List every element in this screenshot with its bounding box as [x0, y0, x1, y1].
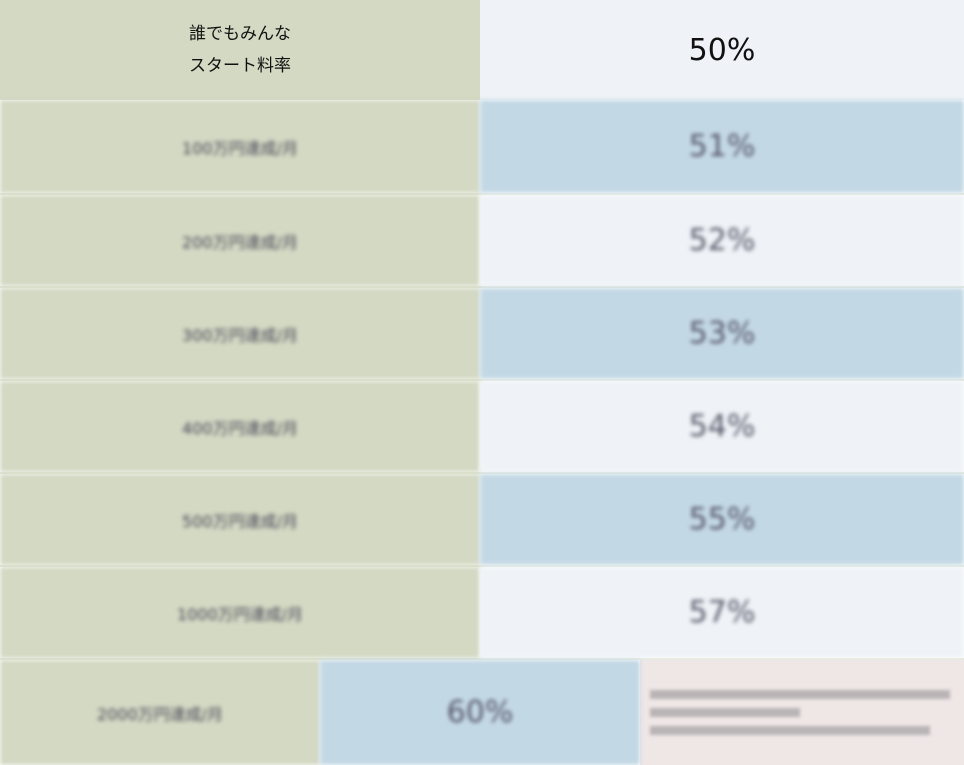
tier-row: 200万円達成/月 52% — [0, 193, 964, 286]
last-row: 2000万円達成/月 60% — [0, 658, 964, 765]
tier-value: 54% — [480, 381, 964, 472]
tier-value: 52% — [480, 195, 964, 286]
tier-label: 300万円達成/月 — [0, 288, 480, 379]
start-rate-label: 誰でもみんな スタート料率 — [0, 0, 480, 100]
tier-row: 1000万円達成/月 57% — [0, 565, 964, 658]
tier-label: 2000万円達成/月 — [0, 660, 320, 765]
tier-row: 500万円達成/月 55% — [0, 472, 964, 565]
tier-label: 500万円達成/月 — [0, 474, 480, 565]
tier-label: 200万円達成/月 — [0, 195, 480, 286]
label-line2: スタート料率 — [189, 56, 291, 76]
tier-row: 300万円達成/月 53% — [0, 286, 964, 379]
tier-value: 55% — [480, 474, 964, 565]
tier-row: 100万円達成/月 51% — [0, 100, 964, 193]
tier-value: 51% — [480, 100, 964, 193]
tier-row: 400万円達成/月 54% — [0, 379, 964, 472]
label-line1: 誰でもみんな — [189, 24, 291, 44]
header-row: 誰でもみんな スタート料率 50% — [0, 0, 964, 100]
tier-value: 53% — [480, 288, 964, 379]
tier-value: 57% — [480, 567, 964, 658]
start-rate-value: 50% — [480, 0, 964, 100]
tier-value: 60% — [320, 660, 640, 765]
tier-label: 400万円達成/月 — [0, 381, 480, 472]
note-text-pixelated — [640, 660, 964, 765]
tier-label: 100万円達成/月 — [0, 100, 480, 193]
tier-label: 1000万円達成/月 — [0, 567, 480, 658]
